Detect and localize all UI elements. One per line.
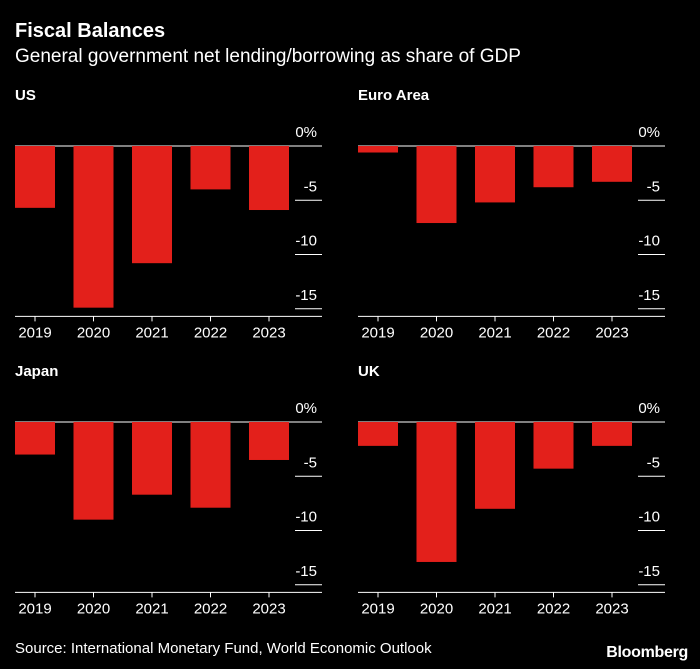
bar-japan-2021 xyxy=(132,422,172,495)
bar-uk-2021 xyxy=(475,422,515,509)
bar-uk-2023 xyxy=(592,422,632,446)
y-tick-label: -10 xyxy=(638,233,660,250)
y-tick-label: -15 xyxy=(638,563,660,580)
y-tick-label: 0% xyxy=(295,400,317,417)
x-tick-label: 2020 xyxy=(420,324,453,341)
bar-euro-area-2020 xyxy=(416,146,457,224)
x-tick-label: 2020 xyxy=(77,324,110,341)
x-tick-label: 2021 xyxy=(478,600,511,617)
x-tick-label: 2019 xyxy=(361,324,394,341)
chart-subtitle: General government net lending/borrowing… xyxy=(15,46,521,67)
y-tick-label: -15 xyxy=(295,563,317,580)
y-tick-label: -5 xyxy=(647,454,660,471)
y-tick-label: 0% xyxy=(638,124,660,141)
panel-title-japan: Japan xyxy=(15,363,59,380)
y-tick-label: -10 xyxy=(295,509,317,526)
bar-euro-area-2019 xyxy=(358,146,398,153)
x-tick-label: 2019 xyxy=(361,600,394,617)
bar-uk-2022 xyxy=(533,422,574,469)
bar-us-2021 xyxy=(132,146,172,264)
bar-japan-2023 xyxy=(249,422,289,460)
x-tick-label: 2021 xyxy=(478,324,511,341)
panel-title-uk: UK xyxy=(358,363,380,380)
bar-us-2022 xyxy=(190,146,231,190)
x-tick-label: 2019 xyxy=(18,600,51,617)
x-tick-label: 2020 xyxy=(77,600,110,617)
x-tick-label: 2019 xyxy=(18,324,51,341)
y-tick-label: -5 xyxy=(647,178,660,195)
x-tick-label: 2020 xyxy=(420,600,453,617)
bar-japan-2020 xyxy=(73,422,114,520)
source-note: Source: International Monetary Fund, Wor… xyxy=(15,640,432,657)
bar-japan-2019 xyxy=(15,422,55,455)
x-tick-label: 2023 xyxy=(252,324,285,341)
bar-uk-2020 xyxy=(416,422,457,562)
y-tick-label: -5 xyxy=(304,178,317,195)
y-tick-label: -15 xyxy=(295,287,317,304)
bar-japan-2022 xyxy=(190,422,231,508)
x-tick-label: 2022 xyxy=(537,324,570,341)
y-tick-label: 0% xyxy=(638,400,660,417)
x-tick-label: 2022 xyxy=(194,324,227,341)
x-tick-label: 2023 xyxy=(252,600,285,617)
panel-title-us: US xyxy=(15,87,36,104)
x-tick-label: 2021 xyxy=(135,600,168,617)
panel-title-euro-area: Euro Area xyxy=(358,87,430,104)
x-tick-label: 2023 xyxy=(595,600,628,617)
chart-title: Fiscal Balances xyxy=(15,20,166,42)
y-tick-label: -5 xyxy=(304,454,317,471)
x-tick-label: 2022 xyxy=(537,600,570,617)
x-tick-label: 2022 xyxy=(194,600,227,617)
x-tick-label: 2021 xyxy=(135,324,168,341)
bar-us-2020 xyxy=(73,146,114,308)
y-tick-label: 0% xyxy=(295,124,317,141)
bloomberg-logo: Bloomberg xyxy=(606,644,688,661)
bar-euro-area-2022 xyxy=(533,146,574,188)
bar-euro-area-2023 xyxy=(592,146,632,182)
x-tick-label: 2023 xyxy=(595,324,628,341)
y-tick-label: -10 xyxy=(295,233,317,250)
y-tick-label: -10 xyxy=(638,509,660,526)
y-tick-label: -15 xyxy=(638,287,660,304)
bar-uk-2019 xyxy=(358,422,398,446)
bar-us-2019 xyxy=(15,146,55,208)
bar-euro-area-2021 xyxy=(475,146,515,203)
bar-us-2023 xyxy=(249,146,289,211)
